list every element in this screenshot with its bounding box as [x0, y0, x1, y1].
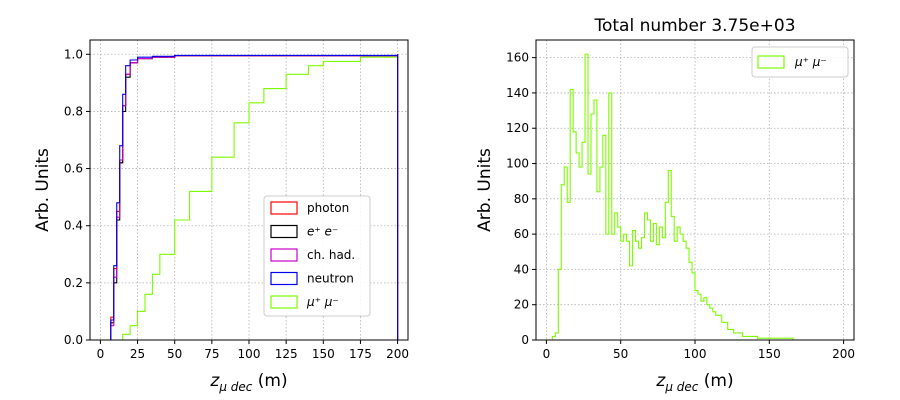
histogram-y-tick-label: 80	[514, 192, 529, 206]
histogram-y-axis-label: Arb. Units	[475, 148, 495, 232]
cumulative-y-tick-label: 0.0	[64, 333, 83, 347]
cumulative-y-tick-label: 0.6	[64, 162, 83, 176]
cumulative-series-group	[100, 54, 399, 341]
cumulative-series-mu-mu-	[100, 54, 399, 341]
histogram-chart: Total number 3.75e+03 0 50 100 150 200 0 20 40 6…	[475, 16, 855, 394]
legend-label-mu-mu-: μ⁺ μ⁻	[306, 295, 339, 309]
histogram-x-tick-label: 100	[684, 347, 707, 361]
histogram-series-group	[546, 53, 844, 341]
histogram-axis-ticks: 0 50 100 150 200 0 20 40 60 80 100 120 140 160	[506, 51, 855, 361]
histogram-series-mu-mu	[546, 53, 844, 341]
cumulative-y-tick-label: 0.8	[64, 104, 83, 118]
histogram-title: Total number 3.75e+03	[593, 16, 795, 36]
cumulative-legend: photon e⁺ e⁻ ch. had. neutron μ⁺ μ⁻	[263, 195, 371, 317]
cumulative-x-tick-label: 150	[312, 347, 335, 361]
cumulative-x-tick-label: 0	[97, 347, 105, 361]
histogram-y-tick-label: 40	[514, 262, 529, 276]
legend-label-e-e-: e⁺ e⁻	[307, 225, 338, 239]
histogram-x-tick-label: 200	[832, 347, 855, 361]
legend-label-ch-had-: ch. had.	[307, 248, 355, 262]
cumulative-x-tick-label: 125	[275, 347, 298, 361]
legend-swatch-photon	[270, 201, 298, 215]
histogram-y-tick-label: 20	[514, 298, 529, 312]
cumulative-series-neutron	[100, 54, 399, 341]
histogram-legend-box	[751, 46, 849, 78]
cumulative-x-tick-label: 200	[386, 347, 409, 361]
cumulative-x-tick-label: 25	[130, 347, 145, 361]
histogram-x-tick-label: 50	[613, 347, 628, 361]
cumulative-axis-ticks: 0 25 50 75 100 125 150 175 200 0.0 0.2 0.4 0.6 0.8 1.0	[64, 47, 409, 361]
legend-swatch-mu-mu-	[270, 295, 298, 309]
legend-swatch-e-e-	[270, 224, 298, 239]
histogram-x-axis-label: zμ dec (m)	[655, 371, 733, 394]
cumulative-x-axis-label: zμ dec (m)	[209, 371, 287, 394]
cumulative-chart: 0 25 50 75 100 125 150 175 200 0.0 0.2 0.4 0.6 0.8 1.0…	[33, 39, 409, 394]
cumulative-y-tick-label: 0.4	[64, 219, 83, 233]
histogram-legend-swatch	[757, 55, 785, 69]
histogram-x-tick-label: 0	[543, 347, 551, 361]
cumulative-x-tick-label: 100	[238, 347, 261, 361]
cumulative-y-axis-label: Arb. Units	[33, 148, 53, 232]
cumulative-x-tick-label: 75	[204, 347, 219, 361]
histogram-x-tick-label: 150	[758, 347, 781, 361]
histogram-plot-area	[536, 40, 854, 340]
histogram-y-tick-label: 120	[506, 121, 529, 135]
legend-label-photon: photon	[307, 201, 349, 215]
histogram-y-tick-label: 100	[506, 157, 529, 171]
legend-swatch-ch-had-	[270, 248, 298, 262]
cumulative-y-tick-label: 1.0	[64, 47, 83, 61]
cumulative-series-ch-had-	[100, 54, 399, 341]
histogram-legend: μ⁺ μ⁻	[751, 46, 849, 78]
legend-swatch-neutron	[270, 271, 298, 286]
histogram-y-tick-label: 160	[506, 51, 529, 65]
histogram-y-tick-label: 0	[521, 333, 529, 347]
histogram-legend-label: μ⁺ μ⁻	[794, 55, 827, 69]
histogram-y-tick-label: 140	[506, 86, 529, 100]
cumulative-x-tick-label: 50	[167, 347, 182, 361]
histogram-y-tick-label: 60	[514, 227, 529, 241]
legend-label-neutron: neutron	[307, 272, 354, 286]
cumulative-y-tick-label: 0.2	[64, 276, 83, 290]
cumulative-x-tick-label: 175	[349, 347, 372, 361]
